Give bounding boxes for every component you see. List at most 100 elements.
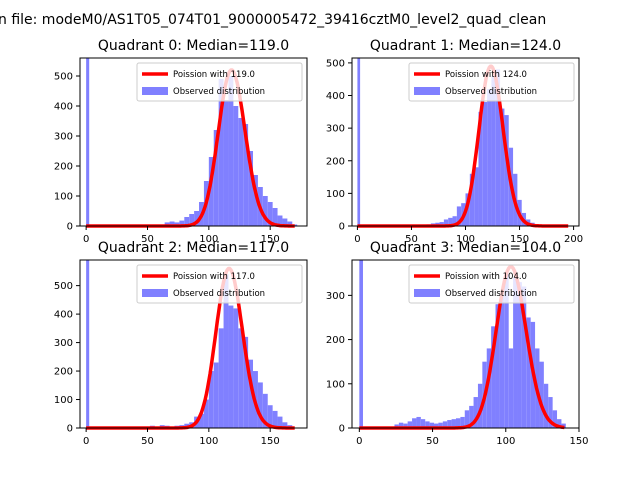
histogram-bar	[292, 224, 298, 226]
histogram-bar	[491, 75, 496, 227]
histogram-bar	[243, 336, 249, 428]
histogram-bar	[287, 221, 293, 226]
histogram-bar	[223, 100, 229, 226]
histogram-bar	[213, 362, 219, 428]
legend-box	[136, 264, 303, 304]
chart-panel-0: 0 50 100 150 0 100 200 300 400 500 Quadrant 0: Med…	[54, 38, 308, 245]
x-tick-label: 50	[141, 436, 154, 447]
histogram-bar	[434, 423, 439, 428]
histogram-bar	[267, 202, 273, 226]
y-tick-label: 100	[54, 192, 73, 203]
y-tick-label: 400	[326, 91, 345, 102]
histogram-bar	[208, 157, 214, 226]
histogram-bar	[439, 222, 444, 226]
histogram-bar	[469, 405, 474, 428]
histogram-bar	[403, 423, 408, 428]
y-tick-label: 300	[54, 338, 73, 349]
histogram-bar	[469, 173, 475, 226]
y-tick-label: 200	[54, 162, 73, 173]
histogram-bar	[394, 424, 399, 428]
histogram-bar	[438, 422, 443, 428]
histogram-bar	[257, 382, 263, 428]
histogram-bar	[442, 421, 448, 428]
y-tick-label: 100	[54, 395, 73, 406]
legend-label: Poission with 119.0	[173, 70, 255, 80]
histogram-bar	[223, 274, 229, 428]
histogram-bar	[398, 422, 404, 428]
histogram-bar	[248, 151, 254, 226]
histogram-bar	[233, 106, 239, 226]
histogram-bar	[233, 308, 239, 428]
panel-title: Quadrant 2: Median=117.0	[98, 240, 289, 256]
legend-label: Poission with 117.0	[173, 272, 255, 282]
x-tick-label: 150	[569, 436, 588, 447]
histogram-bar	[429, 422, 435, 428]
histogram-bar	[513, 277, 518, 428]
y-tick-label: 300	[54, 132, 73, 143]
histogram-bar	[199, 413, 204, 428]
x-tick-label: 100	[199, 436, 218, 447]
x-tick-label: 0	[356, 436, 362, 447]
histogram-bar	[164, 222, 170, 226]
histogram-bar	[277, 215, 283, 226]
histogram-bar	[443, 219, 449, 226]
histogram-bar	[508, 348, 514, 428]
legend-box	[408, 62, 575, 102]
figure-suptitle: n file: modeM0/AS1T05_074T01_9000005472_…	[0, 12, 546, 28]
x-tick-label: 100	[456, 234, 475, 245]
x-tick-label: 50	[405, 234, 418, 245]
histogram-bar	[500, 108, 505, 226]
legend-label: Observed distribution	[445, 87, 537, 97]
histogram-bar	[189, 214, 195, 226]
y-tick-label: 500	[54, 281, 73, 292]
histogram-bar	[526, 317, 531, 428]
histogram-bar	[487, 88, 492, 226]
x-tick-label: 150	[510, 234, 529, 245]
legend-bar-swatch	[142, 289, 168, 297]
y-tick-label: 200	[326, 335, 345, 346]
histogram-bar	[474, 167, 479, 226]
legend-label: Observed distribution	[173, 289, 265, 299]
histogram-bar	[499, 295, 505, 428]
x-tick-label: 100	[199, 234, 218, 245]
histogram-bar	[179, 220, 185, 226]
legend-label: Poission with 104.0	[445, 272, 527, 282]
x-tick-label: 0	[354, 234, 360, 245]
histogram-bar	[359, 260, 363, 428]
histogram-bar	[416, 416, 421, 428]
histogram-bar	[169, 221, 175, 226]
histogram-bar	[543, 383, 549, 428]
histogram-bar	[447, 420, 452, 428]
histogram-bar	[504, 273, 509, 428]
histogram-bar	[218, 79, 224, 226]
histogram-bar	[267, 405, 273, 428]
histogram-bar	[473, 397, 478, 428]
axes-frame	[79, 259, 308, 429]
histogram-bar	[228, 305, 234, 428]
histogram-bar	[451, 419, 456, 428]
x-tick-label: 0	[83, 234, 89, 245]
x-tick-label: 0	[83, 436, 89, 447]
histogram-bar	[504, 115, 509, 226]
histogram-bar	[238, 118, 244, 226]
histogram-bar	[539, 361, 544, 428]
y-tick-label: 0	[67, 424, 73, 435]
legend-box	[408, 264, 575, 304]
histogram-bar	[548, 397, 553, 428]
legend-label: Observed distribution	[445, 289, 537, 299]
y-tick-label: 100	[326, 379, 345, 390]
axes-frame	[79, 57, 308, 227]
y-tick-label: 400	[54, 102, 73, 113]
histogram-bar	[213, 130, 219, 226]
histogram-bar	[407, 421, 413, 428]
histogram-bar	[425, 421, 430, 428]
histogram-bar	[277, 416, 283, 428]
x-tick-label: 100	[496, 436, 515, 447]
histogram-bar	[262, 393, 268, 428]
x-tick-label: 50	[426, 436, 439, 447]
histogram-bar	[552, 410, 558, 428]
histogram-bar	[253, 175, 258, 226]
chart-panel-1: 0 50 100 150 200 0 100 200 300 400 500 Quadrant 1: …	[326, 38, 583, 245]
histogram-bar	[243, 124, 249, 226]
